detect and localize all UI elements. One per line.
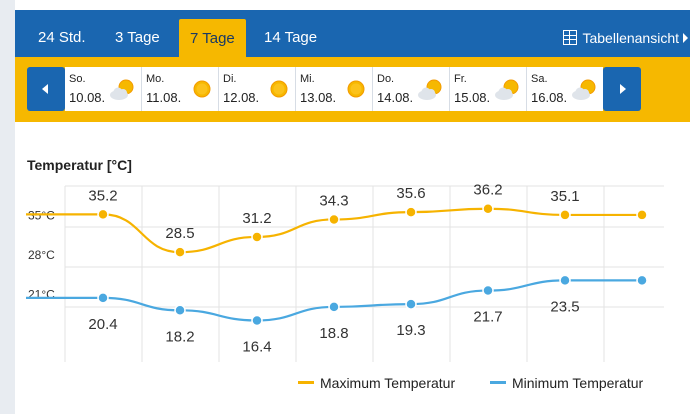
tab-3-tage[interactable]: 3 Tage [115,29,160,46]
data-point [97,208,109,221]
data-point [328,301,340,313]
day-item[interactable]: Mi. 13.08. [296,67,373,111]
data-label: 18.8 [319,325,348,342]
legend-max-swatch [298,381,314,384]
data-point [97,292,109,304]
data-label: 23.5 [550,298,579,315]
data-point [251,231,263,243]
data-point [636,274,648,287]
data-point [482,284,494,297]
day-item[interactable]: Di. 12.08. [219,67,296,111]
previous-days-button[interactable] [27,67,65,111]
day-date: 15.08. [454,90,491,105]
day-name: Di. [223,73,237,85]
day-date: 11.08. [146,90,182,105]
sun-cloud-icon [417,78,443,102]
arrow-left-icon [42,84,48,94]
sun-cloud-icon [571,78,597,102]
table-grid-icon [563,30,578,45]
day-item[interactable]: Sa. 16.08. [527,67,603,111]
day-name: Fr. [454,73,467,85]
day-name: Sa. [531,73,548,85]
day-item[interactable]: So. 10.08. [65,67,142,111]
day-date: 16.08. [531,90,568,105]
data-point [559,274,571,287]
data-label: 35.2 [88,187,117,204]
day-item[interactable]: Do. 14.08. [373,67,450,111]
data-point [559,209,571,221]
data-label: 34.3 [319,192,348,209]
data-point [636,209,648,221]
legend-min[interactable]: Minimum Temperatur [490,375,643,391]
sun-icon [263,78,289,102]
data-point [174,246,186,258]
data-point [482,202,494,215]
data-point [328,213,340,226]
day-list: So. 10.08. Mo. 11.08. Di. 12.08. Mi. 13.08. Do. 1… [65,67,603,111]
sun-cloud-icon [494,78,520,102]
sun-cloud-icon [109,78,135,102]
forecast-range-tabbar: 24 Std. 3 Tage 7 Tage 14 Tage Tabellenan… [15,10,690,57]
y-tick-label: 28°C [28,248,55,262]
day-item[interactable]: Mo. 11.08. [142,67,219,111]
data-label: 16.4 [242,338,271,355]
day-date: 14.08. [377,90,414,105]
next-days-button[interactable] [603,67,641,111]
y-tick-label: 35°C [28,209,55,223]
sun-icon [186,78,212,102]
day-name: Mo. [146,73,165,85]
day-item[interactable]: Fr. 15.08. [450,67,527,111]
table-view-label: Tabellenansicht [582,30,679,46]
data-label: 35.1 [550,188,579,205]
data-label: 19.3 [396,322,425,339]
legend-min-swatch [490,381,506,384]
day-date: 13.08. [300,90,337,105]
data-label: 31.2 [242,210,271,227]
day-name: Do. [377,73,395,85]
arrow-right-icon [620,84,626,94]
chart-title: Temperatur [°C] [27,157,132,173]
day-name: So. [69,73,86,85]
day-selector: So. 10.08. Mo. 11.08. Di. 12.08. Mi. 13.08. Do. 1… [15,57,690,122]
data-label: 36.2 [473,182,502,199]
data-point [174,304,186,317]
legend-max[interactable]: Maximum Temperatur [298,375,455,391]
tab-24-std[interactable]: 24 Std. [38,29,86,46]
data-label: 20.4 [88,316,117,333]
day-date: 10.08. [69,90,106,105]
y-tick-label: 21°C [28,288,55,302]
sun-icon [340,78,366,102]
tab-14-tage[interactable]: 14 Tage [264,29,318,46]
table-view-button[interactable]: Tabellenansicht [563,10,688,57]
data-point [405,298,417,310]
data-label: 35.6 [396,185,425,202]
day-date: 12.08. [223,90,260,105]
caret-right-icon [683,33,688,43]
legend-max-label: Maximum Temperatur [320,375,456,391]
data-point [405,206,417,218]
data-point [251,314,263,327]
legend-min-label: Minimum Temperatur [512,375,644,391]
data-label: 28.5 [165,225,194,242]
day-name: Mi. [300,73,315,85]
tab-7-tage[interactable]: 7 Tage [179,19,246,57]
data-label: 18.2 [165,328,194,345]
data-label: 21.7 [473,309,502,326]
